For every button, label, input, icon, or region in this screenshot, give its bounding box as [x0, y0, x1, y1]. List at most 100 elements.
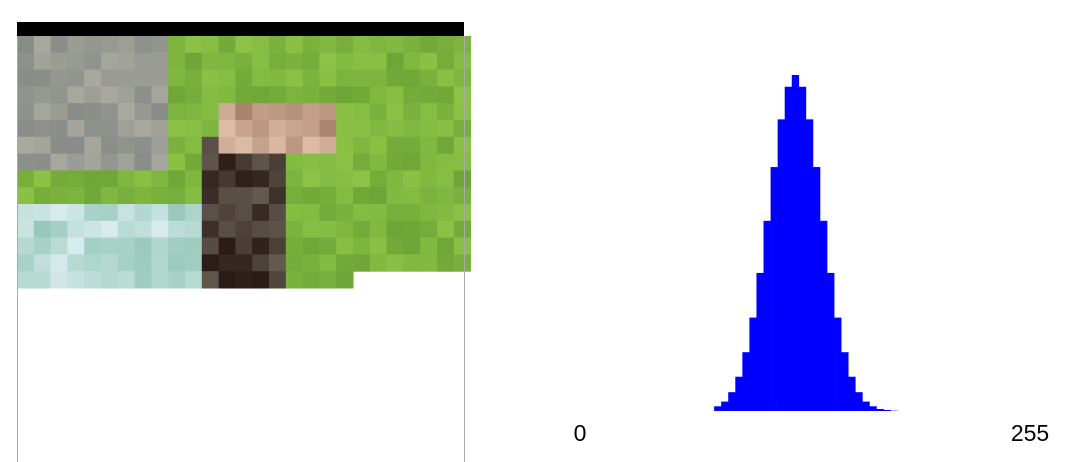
image-pixel — [33, 86, 52, 104]
image-pixel — [353, 170, 371, 188]
image-pixel — [218, 204, 236, 222]
image-pixel — [386, 120, 404, 138]
image-pixel — [269, 237, 287, 255]
image-pixel — [336, 204, 354, 222]
image-pixel — [151, 204, 169, 222]
image-pixel — [101, 187, 119, 205]
image-pixel — [201, 271, 220, 289]
image-pixel — [201, 52, 220, 71]
image-pixel — [453, 52, 472, 71]
image-pixel — [185, 136, 203, 155]
image-pixel — [218, 86, 236, 104]
image-pixel — [101, 170, 119, 188]
image-pixel — [285, 86, 304, 104]
image-pixel — [420, 220, 438, 239]
image-pixel — [420, 36, 438, 54]
image-pixel — [33, 254, 52, 272]
image-pixel — [67, 170, 85, 188]
image-pixel — [235, 103, 253, 121]
image-pixel — [403, 36, 421, 54]
image-pixel — [403, 187, 421, 205]
image-pixel — [369, 36, 388, 54]
image-pixel — [353, 136, 371, 155]
image-pixel — [151, 69, 169, 87]
image-pixel — [285, 187, 304, 205]
image-pixel — [403, 153, 421, 171]
image-pixel — [168, 136, 186, 155]
image-pixel — [168, 120, 186, 138]
image-pixel — [151, 153, 169, 171]
image-pixel — [17, 36, 35, 54]
image-pixel — [302, 170, 320, 188]
image-pixel — [319, 136, 337, 155]
image-pixel — [252, 254, 270, 272]
image-pixel — [353, 52, 371, 71]
image-pixel — [84, 136, 102, 155]
image-pixel — [67, 254, 85, 272]
image-pixel — [84, 220, 102, 239]
image-pixel — [420, 187, 438, 205]
image-pixel — [336, 153, 354, 171]
image-pixel — [437, 153, 455, 171]
image-pixel — [285, 170, 304, 188]
image-pixel — [17, 170, 35, 188]
image-pixel — [336, 52, 354, 71]
image-pixel — [33, 170, 52, 188]
image-pixel — [319, 204, 337, 222]
image-pixel — [453, 103, 472, 121]
image-pixel — [185, 52, 203, 71]
image-pixel — [67, 86, 85, 104]
image-pixel — [453, 136, 472, 155]
image-pixel — [67, 220, 85, 239]
image-pixel — [67, 271, 85, 289]
image-pixel — [386, 153, 404, 171]
image-pixel — [285, 220, 304, 239]
image-pixel — [336, 136, 354, 155]
image-pixel — [168, 254, 186, 272]
image-pixel — [218, 271, 236, 289]
image-pixel — [33, 187, 52, 205]
image-pixel — [168, 237, 186, 255]
image-pixel — [453, 86, 472, 104]
image-pixel — [101, 36, 119, 54]
image-pixel — [437, 254, 455, 272]
image-pixel — [218, 220, 236, 239]
image-pixel — [17, 86, 35, 104]
image-pixel — [33, 136, 52, 155]
image-pixel — [50, 187, 68, 205]
image-pixel — [353, 120, 371, 138]
image-pixel — [285, 36, 304, 54]
histogram-bar — [721, 401, 729, 411]
image-pixel — [252, 271, 270, 289]
histogram: 0 255 — [574, 75, 1049, 446]
image-pixel — [84, 170, 102, 188]
image-pixel — [353, 36, 371, 54]
image-pixel — [453, 36, 472, 54]
image-pixel — [336, 254, 354, 272]
image-pixel — [50, 52, 68, 71]
image-pixel — [17, 69, 35, 87]
x-tick-label: 255 — [1011, 420, 1049, 446]
image-pixel — [403, 86, 421, 104]
image-pixel — [386, 103, 404, 121]
image-pixel — [218, 52, 236, 71]
image-pixel — [403, 220, 421, 239]
image-pixel — [117, 136, 136, 155]
histogram-bar — [862, 401, 870, 411]
image-pixel — [101, 204, 119, 222]
image-pixel — [33, 36, 52, 54]
image-pixel — [437, 103, 455, 121]
image-pixel — [319, 170, 337, 188]
image-pixel — [117, 187, 136, 205]
image-pixel — [302, 86, 320, 104]
image-pixel — [386, 170, 404, 188]
image-pixel — [151, 52, 169, 71]
image-pixel — [269, 254, 287, 272]
image-pixel — [201, 103, 220, 121]
image-pixel — [201, 120, 220, 138]
image-pixel — [319, 254, 337, 272]
image-pixel — [67, 237, 85, 255]
image-pixel — [101, 153, 119, 171]
image-pixel — [369, 237, 388, 255]
